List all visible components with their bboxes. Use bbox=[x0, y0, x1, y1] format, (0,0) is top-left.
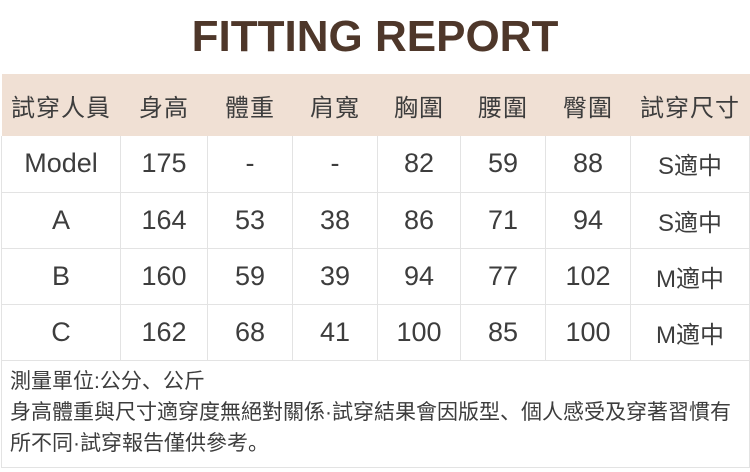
cell-waist: 71 bbox=[460, 191, 546, 249]
fitting-table: 試穿人員 身高 體重 肩寬 胸圍 腰圍 臀圍 試穿尺寸 Model 175 - … bbox=[1, 74, 750, 468]
cell-size: M適中 bbox=[630, 247, 750, 305]
note-disclaimer: 身高體重與尺寸適穿度無絕對關係·試穿結果會因版型、個人感受及穿著習慣有所不同·試… bbox=[10, 400, 731, 455]
header-height: 身高 bbox=[120, 74, 208, 136]
cell-height: 160 bbox=[120, 247, 208, 305]
cell-waist: 85 bbox=[460, 303, 546, 361]
cell-person: Model bbox=[1, 136, 121, 193]
table-row-a: A 164 53 38 86 71 94 S適中 bbox=[1, 191, 750, 249]
header-shoulder: 肩寬 bbox=[292, 74, 378, 136]
cell-person: B bbox=[1, 247, 121, 305]
cell-size: M適中 bbox=[630, 303, 750, 361]
header-chest: 胸圍 bbox=[377, 74, 461, 136]
cell-hip: 102 bbox=[545, 247, 631, 305]
cell-chest: 94 bbox=[377, 247, 461, 305]
cell-chest: 86 bbox=[377, 191, 461, 249]
cell-hip: 100 bbox=[545, 303, 631, 361]
header-person: 試穿人員 bbox=[1, 74, 121, 136]
cell-chest: 82 bbox=[377, 136, 461, 193]
cell-size: S適中 bbox=[630, 191, 750, 249]
cell-shoulder: - bbox=[292, 136, 378, 193]
note-units: 測量單位:公分、公斤 bbox=[10, 369, 205, 393]
table-row-model: Model 175 - - 82 59 88 S適中 bbox=[1, 136, 750, 193]
cell-waist: 77 bbox=[460, 247, 546, 305]
notes-row: 測量單位:公分、公斤 身高體重與尺寸適穿度無絕對關係·試穿結果會因版型、個人感受… bbox=[1, 359, 750, 468]
cell-shoulder: 41 bbox=[292, 303, 378, 361]
cell-shoulder: 39 bbox=[292, 247, 378, 305]
notes-cell: 測量單位:公分、公斤 身高體重與尺寸適穿度無絕對關係·試穿結果會因版型、個人感受… bbox=[1, 359, 750, 468]
cell-chest: 100 bbox=[377, 303, 461, 361]
table-row-b: B 160 59 39 94 77 102 M適中 bbox=[1, 247, 750, 305]
header-size: 試穿尺寸 bbox=[630, 74, 750, 136]
cell-person: A bbox=[1, 191, 121, 249]
cell-weight: 53 bbox=[207, 191, 293, 249]
page-title: FITTING REPORT bbox=[191, 12, 559, 61]
header-hip: 臀圍 bbox=[545, 74, 631, 136]
cell-height: 162 bbox=[120, 303, 208, 361]
cell-weight: 59 bbox=[207, 247, 293, 305]
cell-shoulder: 38 bbox=[292, 191, 378, 249]
table-row-c: C 162 68 41 100 85 100 M適中 bbox=[1, 303, 750, 361]
header-row: 試穿人員 身高 體重 肩寬 胸圍 腰圍 臀圍 試穿尺寸 bbox=[1, 74, 750, 136]
cell-hip: 88 bbox=[545, 136, 631, 193]
cell-weight: 68 bbox=[207, 303, 293, 361]
cell-height: 175 bbox=[120, 136, 208, 193]
header-waist: 腰圍 bbox=[460, 74, 546, 136]
cell-person: C bbox=[1, 303, 121, 361]
cell-size: S適中 bbox=[630, 136, 750, 193]
cell-waist: 59 bbox=[460, 136, 546, 193]
cell-weight: - bbox=[207, 136, 293, 193]
cell-height: 164 bbox=[120, 191, 208, 249]
cell-hip: 94 bbox=[545, 191, 631, 249]
header-weight: 體重 bbox=[207, 74, 293, 136]
